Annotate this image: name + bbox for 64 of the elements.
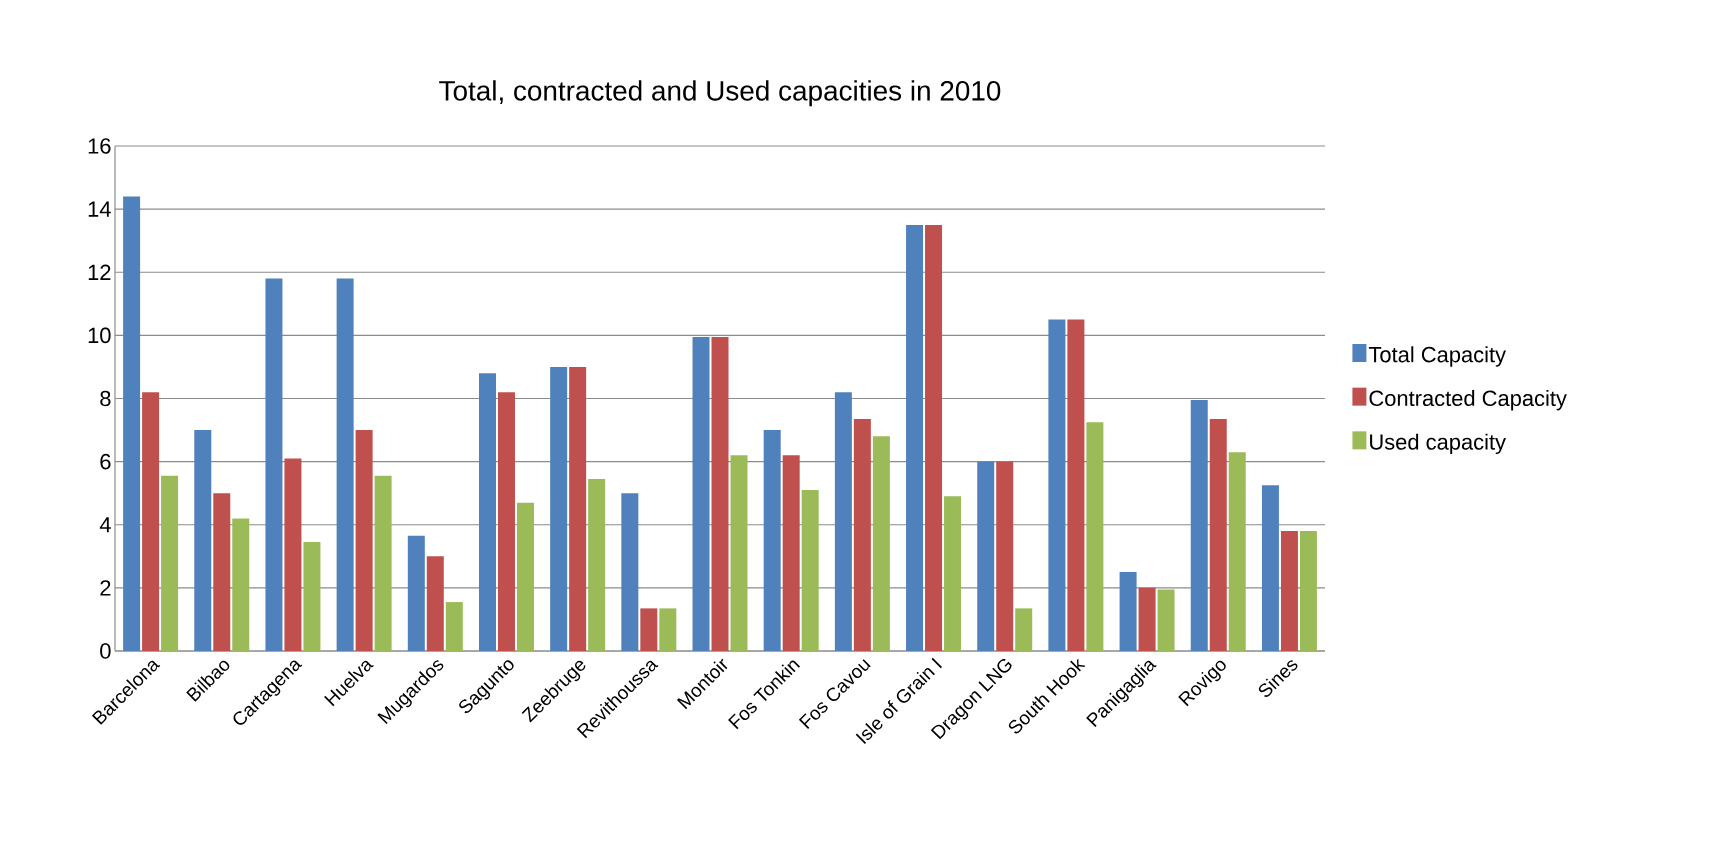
bar <box>336 278 354 651</box>
bar <box>1067 319 1085 651</box>
bar <box>996 461 1014 651</box>
bar <box>426 556 444 651</box>
bar <box>782 455 800 651</box>
bar <box>303 542 321 651</box>
bar <box>194 430 212 651</box>
bar <box>569 366 587 651</box>
bar <box>550 366 568 651</box>
bar <box>284 458 302 651</box>
bar <box>1209 419 1227 651</box>
y-tick-label: 8 <box>100 390 111 407</box>
bar <box>1228 452 1246 651</box>
bar <box>1119 572 1137 651</box>
bar <box>161 475 179 651</box>
bar <box>730 455 748 651</box>
bar <box>763 430 781 651</box>
bar <box>1015 608 1033 651</box>
bar <box>1048 319 1066 651</box>
bar <box>1157 589 1175 651</box>
bar <box>977 461 995 651</box>
bar <box>906 224 924 651</box>
bar <box>692 336 710 651</box>
bar <box>445 602 463 651</box>
bar <box>588 478 606 651</box>
y-tick-label: 4 <box>99 517 111 533</box>
bar <box>123 196 141 651</box>
bar <box>232 518 250 651</box>
bar <box>516 502 534 651</box>
y-tick-label: 14 <box>88 201 111 217</box>
bar <box>640 608 658 651</box>
y-tick-label: 2 <box>100 580 111 596</box>
bar <box>944 496 962 651</box>
bar <box>478 373 496 651</box>
bar <box>407 535 425 651</box>
y-tick-label: 12 <box>88 264 111 280</box>
bar <box>1138 587 1156 651</box>
bar <box>1299 531 1317 651</box>
y-tick-label: 6 <box>100 453 111 470</box>
bar <box>355 430 373 651</box>
y-tick-label: 10 <box>88 327 111 344</box>
y-tick-label: 16 <box>88 138 111 154</box>
bar <box>834 392 852 651</box>
bar <box>925 224 943 651</box>
bar <box>711 336 729 651</box>
bar <box>659 608 677 651</box>
legend-label: Total Capacity <box>1368 346 1507 367</box>
y-tick-label: 0 <box>100 643 111 659</box>
bar <box>374 475 392 651</box>
bar <box>1280 531 1298 651</box>
bar <box>1190 400 1208 651</box>
bar <box>213 493 231 651</box>
legend-label: Used capacity <box>1370 433 1506 455</box>
bar <box>853 419 871 651</box>
bar <box>1261 485 1279 651</box>
legend-label: Contracted Capacity <box>1369 389 1567 411</box>
bar <box>801 490 819 651</box>
bar <box>621 493 639 651</box>
chart-title: Total, contracted and Used capacities in 2010 <box>439 80 1001 107</box>
bar <box>142 392 160 651</box>
bar <box>872 436 890 651</box>
bar <box>497 392 515 651</box>
bar <box>265 278 283 651</box>
bar <box>1086 422 1104 651</box>
